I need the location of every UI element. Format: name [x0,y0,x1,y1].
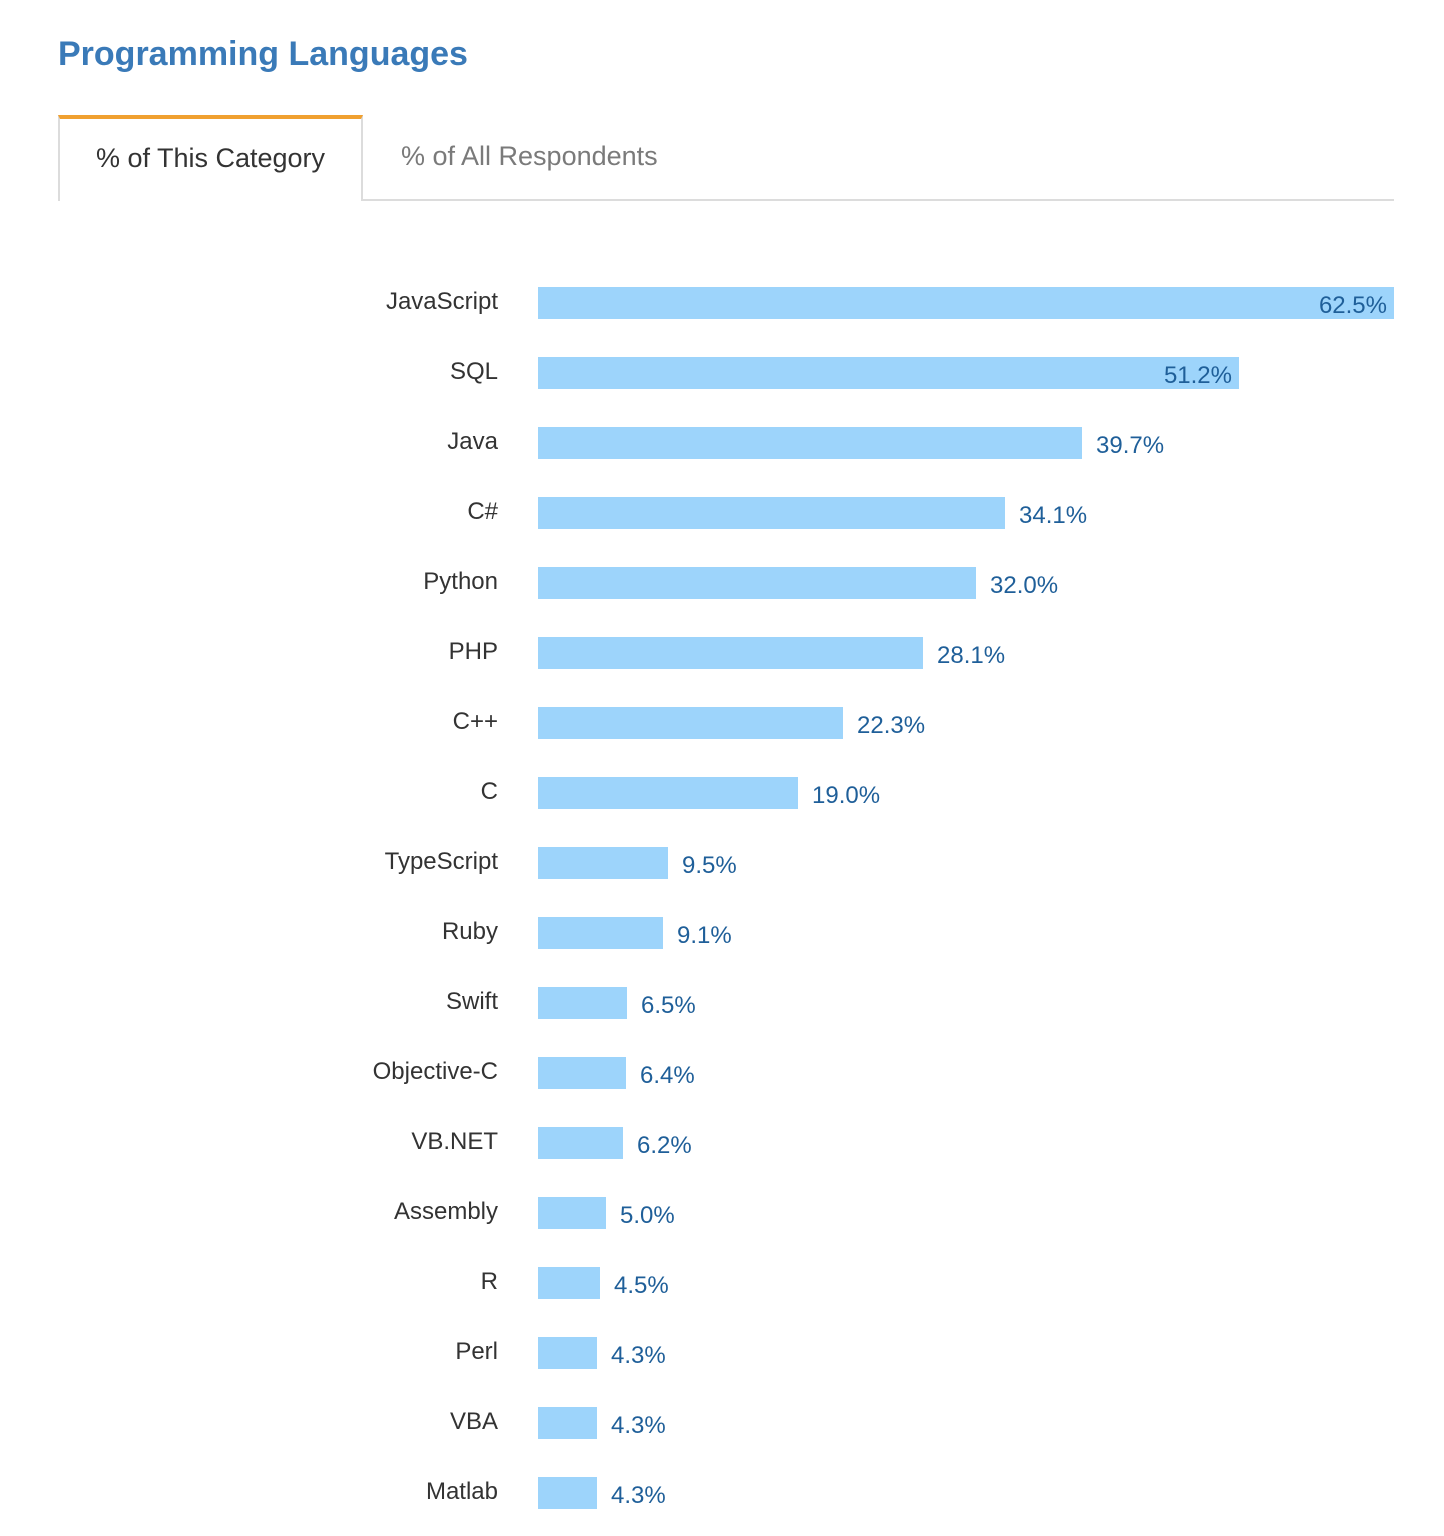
bar[interactable] [538,847,668,879]
value-label: 6.5% [641,992,696,1019]
bar[interactable] [538,917,663,949]
category-label: VB.NET [411,1128,498,1155]
value-label: 19.0% [812,782,880,809]
value-label: 28.1% [937,642,1005,669]
category-label: JavaScript [386,288,498,315]
category-label: Java [447,428,498,455]
section-title: Programming Languages [58,35,468,73]
category-label: C++ [453,708,498,735]
value-label: 9.1% [677,922,732,949]
tab-bar: % of This Category % of All Respondents [58,115,1394,201]
value-label: 6.2% [637,1132,692,1159]
category-label: R [481,1268,498,1295]
category-label: Matlab [426,1478,498,1505]
value-label: 6.4% [640,1062,695,1089]
value-label: 4.5% [614,1272,669,1299]
bar[interactable] [538,357,1239,389]
bar[interactable] [538,1057,626,1089]
tab-bar-divider [58,199,1394,201]
value-label: 5.0% [620,1202,675,1229]
category-label: C [481,778,498,805]
category-label: VBA [450,1408,498,1435]
value-label: 34.1% [1019,502,1087,529]
category-label: Perl [455,1338,498,1365]
value-label: 4.3% [611,1342,666,1369]
bar[interactable] [538,427,1082,459]
bar[interactable] [538,497,1005,529]
bar[interactable] [538,1267,600,1299]
value-label: 39.7% [1096,432,1164,459]
category-label: PHP [449,638,498,665]
tab-all-respondents[interactable]: % of All Respondents [401,141,658,171]
value-label: 4.3% [611,1412,666,1439]
tab-this-category[interactable]: % of This Category [58,115,363,201]
value-label: 9.5% [682,852,737,879]
value-label: 4.3% [611,1482,666,1509]
bar[interactable] [538,777,798,809]
category-label: Ruby [442,918,498,945]
bar[interactable] [538,637,923,669]
bar[interactable] [538,1197,606,1229]
category-label: C# [467,498,498,525]
value-label: 51.2% [1164,362,1232,389]
bar[interactable] [538,987,627,1019]
bar[interactable] [538,287,1394,319]
bar[interactable] [538,1477,597,1509]
bar[interactable] [538,1127,623,1159]
bar[interactable] [538,707,843,739]
category-label: Objective-C [373,1058,498,1085]
category-label: Swift [446,988,498,1015]
bar-chart: JavaScript 62.5% SQL 51.2% Java 39.7% C# 34.1% P… [373,287,1394,1509]
bar[interactable] [538,1407,597,1439]
category-label: Python [423,568,498,595]
bar[interactable] [538,1337,597,1369]
value-label: 32.0% [990,572,1058,599]
bar[interactable] [538,567,976,599]
category-label: SQL [450,358,498,385]
category-label: TypeScript [385,848,499,875]
value-label: 62.5% [1319,292,1387,319]
value-label: 22.3% [857,712,925,739]
category-label: Assembly [394,1198,498,1225]
